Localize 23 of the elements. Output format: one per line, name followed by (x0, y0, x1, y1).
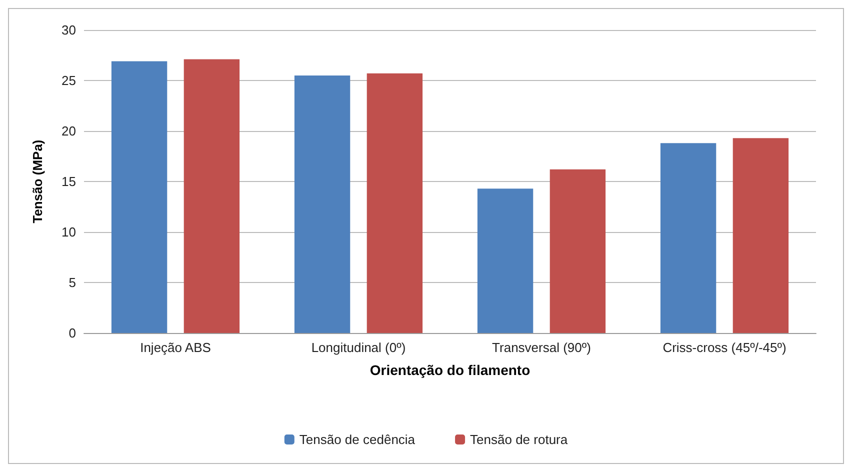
legend-label: Tensão de rotura (470, 432, 568, 447)
y-tick-label: 25 (62, 73, 76, 88)
legend-label: Tensão de cedência (299, 432, 416, 447)
y-tick-label: 5 (68, 275, 76, 290)
y-tick-label: 15 (62, 174, 76, 189)
y-tick-label: 10 (62, 224, 76, 240)
bar (660, 143, 716, 333)
bar (111, 61, 168, 333)
y-axis-title: Tensão (MPa) (30, 140, 45, 224)
bar (366, 73, 423, 333)
y-tick-label: 0 (68, 326, 76, 340)
x-tick-label: Criss-cross (45º/-45º) (662, 340, 786, 355)
x-tick-label: Injeção ABS (140, 340, 212, 355)
bar (184, 59, 240, 333)
bar (550, 169, 606, 333)
y-tick-label: 30 (62, 22, 76, 38)
bar (294, 75, 350, 333)
x-tick-label: Longitudinal (0º) (311, 340, 406, 355)
x-axis-title: Orientação do filamento (370, 362, 530, 378)
y-tick-label: 20 (62, 124, 76, 138)
x-tick-label: Transversal (90º) (492, 340, 591, 355)
bar (732, 138, 789, 333)
bar (477, 188, 534, 333)
